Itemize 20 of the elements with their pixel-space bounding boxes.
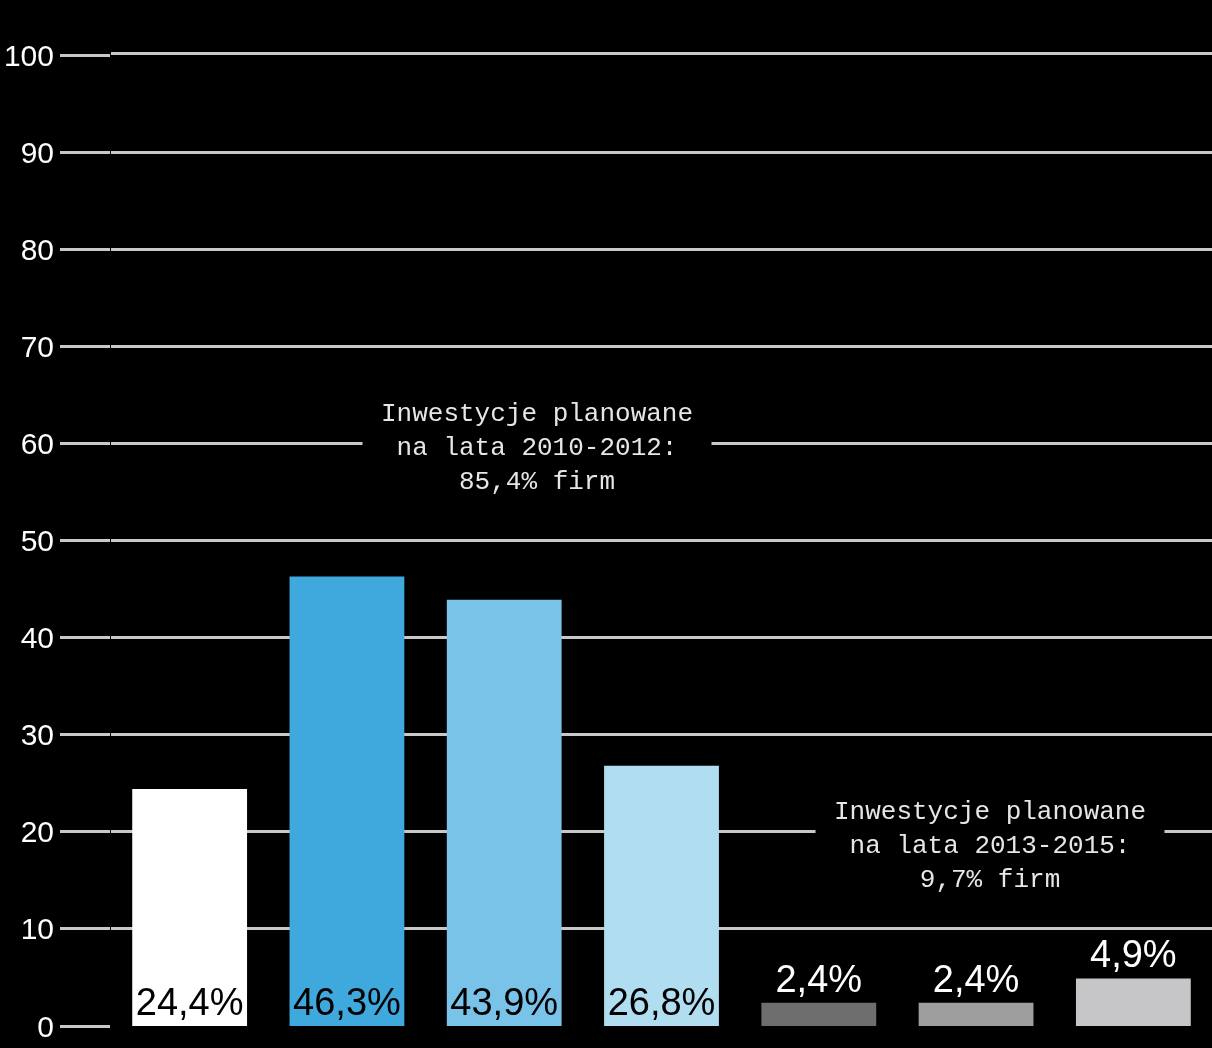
data-label: 46,3% bbox=[293, 981, 401, 1023]
y-tick-label: 30 bbox=[20, 718, 54, 752]
y-tick-label: 40 bbox=[20, 621, 54, 655]
data-label: 43,9% bbox=[450, 981, 559, 1023]
y-tick-label: 70 bbox=[20, 329, 54, 363]
y-tick-label: 80 bbox=[20, 232, 54, 266]
y-tick-label: 20 bbox=[20, 815, 54, 849]
y-tick-label: 60 bbox=[20, 426, 54, 460]
data-label: 24,4% bbox=[135, 981, 244, 1023]
data-label: 4,9% bbox=[1090, 933, 1177, 976]
y-tick-label: 90 bbox=[20, 135, 54, 169]
y-tick-label: 10 bbox=[20, 912, 54, 946]
data-label: 2,4% bbox=[932, 957, 1020, 1000]
y-tick-label: 0 bbox=[37, 1009, 54, 1043]
annotation: Inwestycje planowane na lata 2010-2012: 85,4% firm bbox=[381, 399, 694, 497]
y-tick-label: 100 bbox=[3, 38, 54, 72]
y-tick-label: 50 bbox=[20, 524, 54, 557]
annotation: Inwestycje planowane na lata 2013-2015: 9,7% firm bbox=[834, 797, 1147, 895]
data-label: 26,8% bbox=[607, 981, 716, 1023]
data-label: 2,4% bbox=[775, 957, 863, 1000]
